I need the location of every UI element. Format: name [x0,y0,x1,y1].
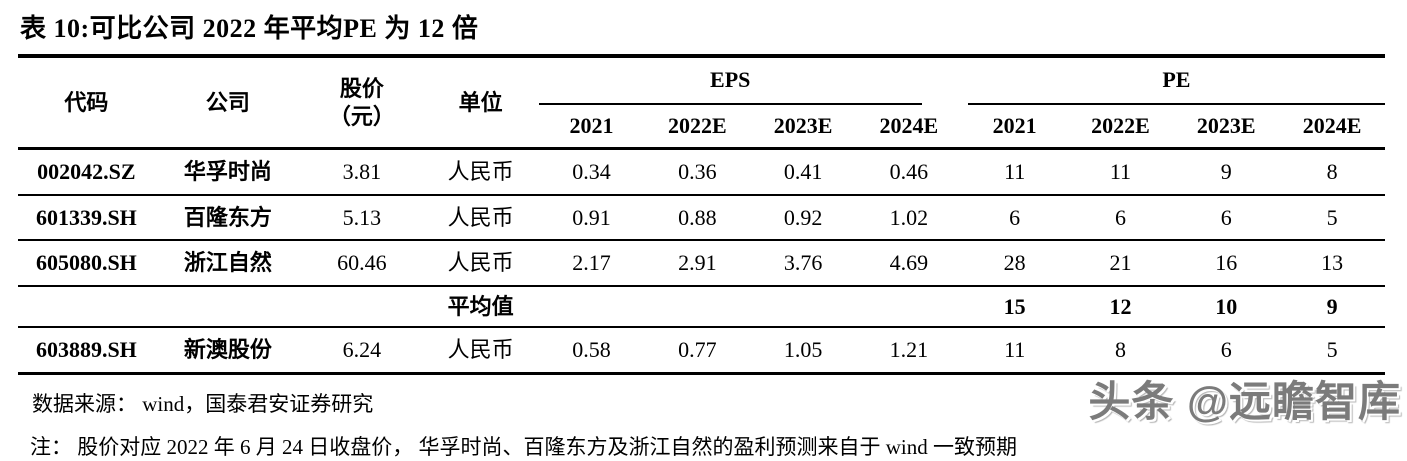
cell-eps-2021: 2.17 [572,250,611,275]
cell-pe-2022e: 8 [1114,337,1126,362]
header-company: 公司 [205,89,250,115]
cell-eps-2022e: 0.77 [678,337,717,362]
cell-eps-2024e: 0.46 [889,159,929,184]
header-group-row: 代码 公司 股价 （元） 单位 EPS PE [18,56,1385,129]
cell-code [18,286,155,328]
cell-price: 5.13 [342,204,382,230]
cell-eps-2023e: 0.41 [783,159,823,184]
row-average: 平均值 15 12 10 9 [18,286,1385,328]
cell-price: 3.81 [342,159,382,184]
cell-pe-2024e: 5 [1326,204,1338,230]
cell-eps-2021: 0.34 [572,159,611,184]
cell-pe-2024e: 9 [1326,293,1338,319]
cell-company: 百隆东方 [183,204,272,230]
header-eps-2022e: 2022E [667,112,727,138]
header-year-row: 2021 2022E 2023E 2024E 2021 2022E 2023E … [18,105,1385,149]
cell-eps-2022e: 0.88 [678,204,717,230]
header-pe-2021: 2021 [992,112,1037,138]
cell-pe-2022e: 11 [1109,159,1132,184]
cell-company [155,286,301,328]
data-source-line: 数据来源： wind，国泰君安证券研究 [32,391,374,416]
cell-pe-2021: 15 [1003,293,1026,319]
header-price: 股价 （元） [301,56,423,149]
cell-price: 6.24 [342,337,382,362]
cell-code: 002042.SZ [37,159,136,184]
table-header: 代码 公司 股价 （元） 单位 EPS PE 2021 2022E 2023E … [18,56,1385,149]
cell-unit: 人民币 [447,204,514,230]
header-pe-2023e: 2023E [1196,112,1256,138]
cell-pe-2022e: 21 [1109,250,1132,275]
cell-eps-2023e: 3.76 [783,250,823,275]
cell-company: 华孚时尚 [183,159,272,184]
cell-eps-2022e: 0.36 [678,159,717,184]
cell-eps-2024e: 4.69 [889,250,929,275]
row-zhejiang: 605080.SH 浙江自然 60.46 人民币 2.17 2.91 3.76 … [18,240,1385,286]
cell-pe-2021: 6 [1009,204,1021,230]
cell-eps-2022e: 2.91 [678,250,717,275]
cell-pe-2023e: 10 [1215,293,1238,319]
cell-unit: 人民币 [447,250,514,275]
table-body: 002042.SZ 华孚时尚 3.81 人民币 0.34 0.36 0.41 0… [18,149,1385,374]
table-title: 表 10:可比公司 2022 年平均PE 为 12 倍 [20,14,479,43]
header-unit: 单位 [458,89,503,115]
footnote-line: 注： 股价对应 2022 年 6 月 24 日收盘价， 华孚时尚、百隆东方及浙江… [30,434,1017,459]
cell-code: 605080.SH [35,250,137,275]
cell-price: 60.46 [337,250,387,275]
eps-group-label: EPS [538,66,922,105]
header-eps-2023e: 2023E [773,112,833,138]
cell-eps-2021: 0.58 [572,337,611,362]
cell-pe-2024e: 5 [1326,337,1338,362]
header-eps-group: EPS [538,56,962,105]
cell-code: 603889.SH [35,337,137,362]
pe-group-label: PE [967,66,1385,105]
row-bailong: 601339.SH 百隆东方 5.13 人民币 0.91 0.88 0.92 1… [18,195,1385,240]
row-xinao: 603889.SH 新澳股份 6.24 人民币 0.58 0.77 1.05 1… [18,327,1385,373]
watermark-toutiao-yuanzhan: 头条 @远瞻智库 [1088,378,1401,425]
cell-pe-2022e: 6 [1114,204,1126,230]
cell-unit: 人民币 [447,337,514,362]
cell-eps-2024e [856,286,962,328]
header-pe-2022e: 2022E [1091,112,1150,138]
cell-eps-2021: 0.91 [572,204,611,230]
cell-eps-2023e: 1.05 [783,337,823,362]
cell-pe-2021: 28 [1003,250,1026,275]
header-eps-2024e: 2024E [879,112,939,138]
cell-company: 浙江自然 [183,250,272,275]
cell-pe-2023e: 16 [1215,250,1238,275]
header-pe-2024e: 2024E [1302,112,1362,138]
cell-eps-2023e [750,286,856,328]
cell-price [301,286,423,328]
cell-pe-2023e: 9 [1220,159,1232,184]
comparable-companies-table: 代码 公司 股价 （元） 单位 EPS PE 2021 2022E 2023E … [18,54,1385,375]
cell-pe-2023e: 6 [1220,204,1232,230]
header-price-line1: 股价 [339,76,384,101]
cell-eps-2023e: 0.92 [783,204,823,230]
cell-pe-2022e: 12 [1109,293,1132,319]
header-pe-group: PE [962,56,1385,105]
header-code: 代码 [64,89,109,115]
cell-company: 新澳股份 [183,337,272,362]
cell-eps-2022e [644,286,750,328]
header-eps-2021: 2021 [569,112,614,138]
cell-eps-2024e: 1.02 [889,204,929,230]
cell-unit: 人民币 [447,159,514,184]
cell-pe-2024e: 8 [1326,159,1338,184]
cell-code: 601339.SH [35,204,137,230]
average-label: 平均值 [447,293,514,319]
row-huafu: 002042.SZ 华孚时尚 3.81 人民币 0.34 0.36 0.41 0… [18,149,1385,195]
cell-pe-2024e: 13 [1321,250,1344,275]
header-price-line2: （元） [328,103,395,129]
cell-eps-2021 [539,286,645,328]
cell-pe-2023e: 6 [1220,337,1232,362]
cell-pe-2021: 11 [1004,159,1026,184]
cell-pe-2021: 11 [1004,337,1026,362]
cell-eps-2024e: 1.21 [889,337,929,362]
